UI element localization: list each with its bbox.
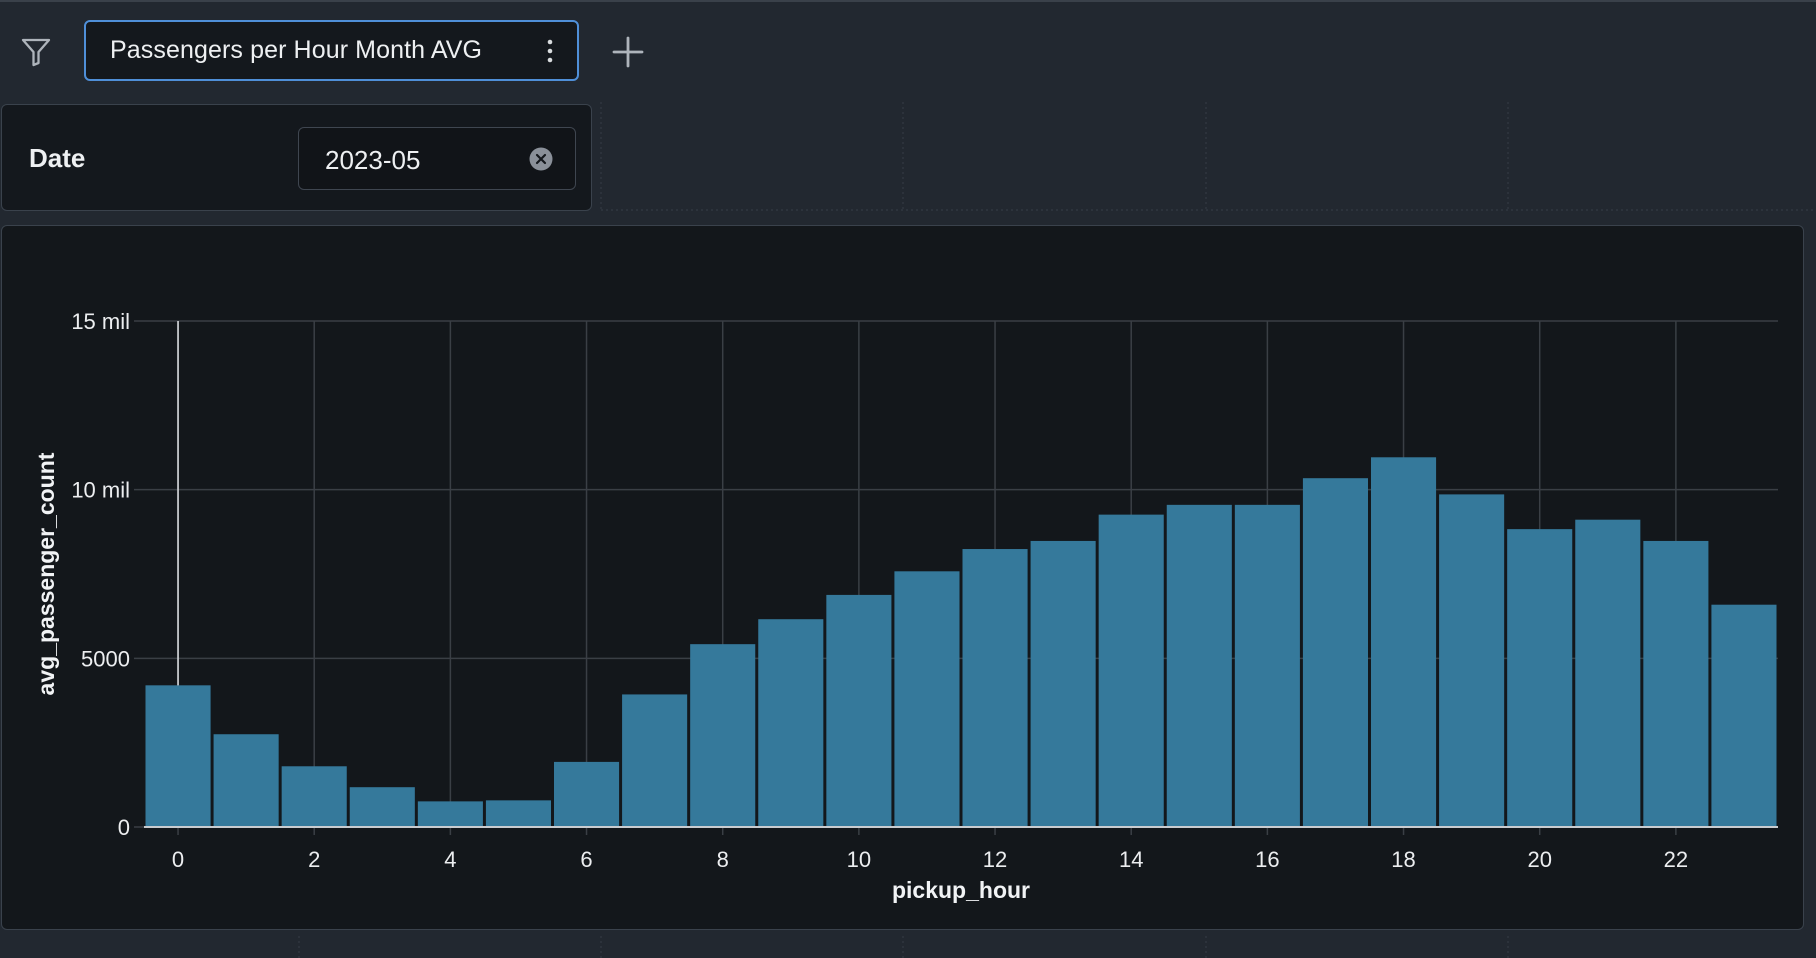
filter-label: Date	[29, 143, 86, 173]
bar	[758, 619, 824, 827]
bar	[826, 594, 892, 827]
dashboard-grid-guides-bottom	[298, 936, 1509, 958]
bar	[417, 801, 483, 827]
x-tick-label: 18	[1391, 847, 1415, 872]
bar	[213, 734, 279, 827]
bar	[1030, 540, 1096, 827]
bar	[1711, 604, 1777, 827]
tab-label: Passengers per Hour Month AVG	[110, 36, 483, 64]
x-tick-label: 2	[308, 847, 320, 872]
y-tick-label: 0	[118, 815, 130, 840]
filter-icon[interactable]	[18, 34, 54, 70]
clear-icon[interactable]	[529, 147, 553, 171]
bar	[1643, 540, 1709, 827]
bar	[1575, 519, 1641, 827]
bar	[1234, 504, 1300, 827]
x-tick-label: 8	[717, 847, 729, 872]
x-axis-label: pickup_hour	[892, 877, 1030, 903]
x-tick-label: 22	[1664, 847, 1688, 872]
kebab-icon[interactable]	[545, 39, 555, 63]
bar	[1371, 457, 1437, 827]
x-tick-label: 20	[1527, 847, 1551, 872]
bar	[962, 549, 1028, 827]
x-tick-label: 14	[1119, 847, 1143, 872]
x-tick-label: 0	[172, 847, 184, 872]
y-tick-label: 10 mil	[71, 478, 130, 503]
bar	[485, 800, 551, 827]
bar	[554, 761, 620, 827]
x-tick-label: 16	[1255, 847, 1279, 872]
bar	[1098, 514, 1164, 827]
x-tick-label: 6	[580, 847, 592, 872]
bar	[281, 766, 347, 827]
y-axis-label: avg_passenger_count	[33, 452, 59, 695]
top-border	[0, 0, 1816, 2]
date-filter-field[interactable]: 2023-05	[298, 127, 576, 190]
bar	[622, 694, 688, 827]
bar-chart: 0 5000 10 mil 15 mil 0 2 4 6 8 10 12 14 16 18 20 22 avg…	[33, 309, 1778, 903]
y-tick-label: 5000	[81, 646, 130, 671]
bar	[145, 685, 211, 827]
bar	[1302, 478, 1368, 827]
bar	[690, 644, 756, 827]
filter-card: Date 2023-05	[1, 104, 592, 211]
bar	[349, 787, 415, 827]
x-tick-label: 12	[983, 847, 1007, 872]
bar	[1166, 504, 1232, 827]
bar	[1439, 494, 1505, 827]
chart-card: 0 5000 10 mil 15 mil 0 2 4 6 8 10 12 14 16 18 20 22 avg…	[1, 225, 1804, 930]
y-tick-label: 15 mil	[71, 309, 130, 334]
plus-icon[interactable]	[610, 34, 646, 70]
bar	[1507, 529, 1573, 827]
tab-passengers-per-hour[interactable]: Passengers per Hour Month AVG	[84, 20, 579, 81]
bar	[894, 571, 960, 827]
x-tick-label: 4	[444, 847, 456, 872]
date-filter-value: 2023-05	[325, 145, 421, 175]
x-tick-label: 10	[847, 847, 871, 872]
